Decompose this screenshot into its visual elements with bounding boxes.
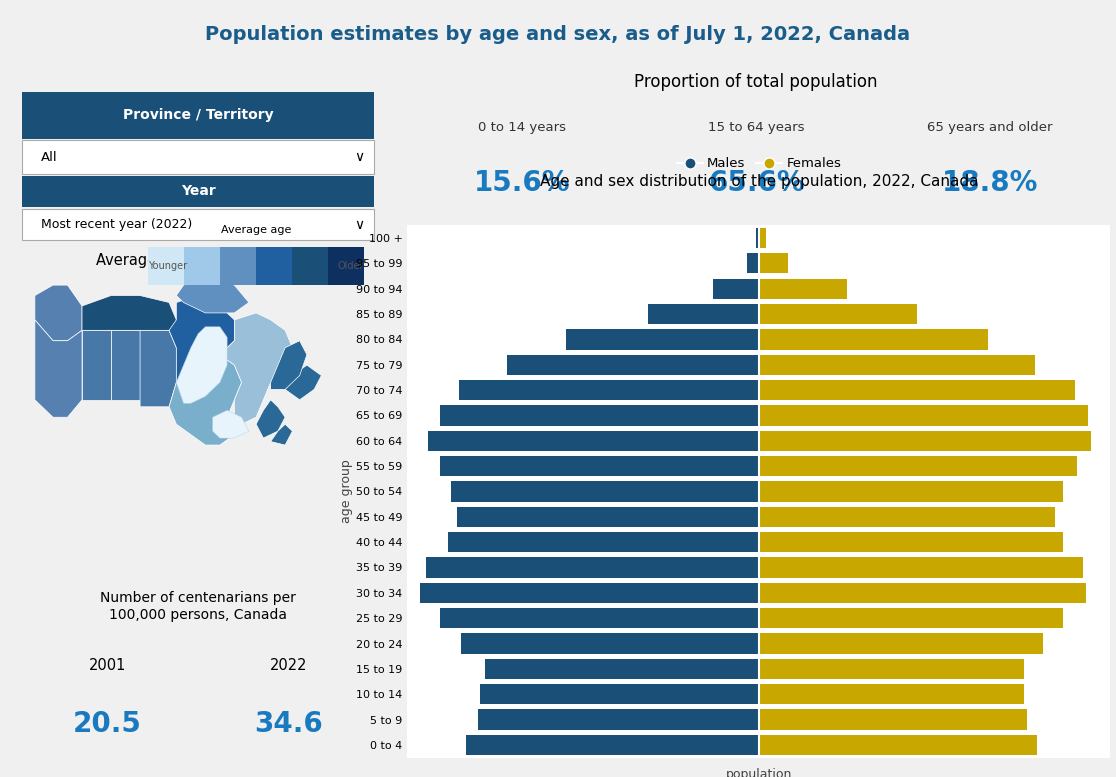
X-axis label: population: population bbox=[725, 768, 792, 777]
Text: 34.6: 34.6 bbox=[254, 710, 324, 738]
FancyBboxPatch shape bbox=[22, 209, 374, 240]
Bar bbox=[647, 304, 759, 324]
Bar bbox=[759, 329, 988, 350]
Text: Proportion of total population: Proportion of total population bbox=[634, 73, 878, 92]
Polygon shape bbox=[35, 320, 83, 417]
FancyBboxPatch shape bbox=[256, 247, 292, 285]
Text: Province / Territory: Province / Territory bbox=[123, 109, 273, 123]
FancyBboxPatch shape bbox=[147, 247, 184, 285]
Bar bbox=[759, 608, 1064, 629]
Bar bbox=[566, 329, 759, 350]
Bar bbox=[460, 380, 759, 400]
Bar bbox=[440, 456, 759, 476]
Text: 2001: 2001 bbox=[89, 658, 126, 673]
Bar bbox=[759, 583, 1086, 603]
Text: Year: Year bbox=[181, 184, 215, 198]
Polygon shape bbox=[271, 424, 292, 445]
Text: Average age: Average age bbox=[221, 225, 291, 235]
Bar bbox=[759, 304, 917, 324]
Bar bbox=[759, 228, 766, 248]
Polygon shape bbox=[170, 295, 234, 407]
Text: 18.8%: 18.8% bbox=[942, 169, 1038, 197]
Text: 65 years and older: 65 years and older bbox=[927, 121, 1052, 134]
FancyBboxPatch shape bbox=[184, 247, 220, 285]
Bar bbox=[481, 684, 759, 704]
Polygon shape bbox=[286, 365, 321, 400]
Bar bbox=[759, 709, 1028, 730]
Text: Younger: Younger bbox=[147, 261, 186, 271]
Bar bbox=[759, 354, 1035, 375]
FancyBboxPatch shape bbox=[22, 141, 374, 174]
Polygon shape bbox=[176, 327, 228, 403]
FancyBboxPatch shape bbox=[22, 92, 374, 139]
Bar bbox=[425, 557, 759, 577]
Bar bbox=[466, 735, 759, 755]
Polygon shape bbox=[176, 278, 249, 313]
Polygon shape bbox=[220, 313, 292, 424]
Polygon shape bbox=[271, 341, 307, 389]
Polygon shape bbox=[83, 295, 176, 330]
Text: ∨: ∨ bbox=[354, 218, 364, 232]
Text: Most recent year (2022): Most recent year (2022) bbox=[41, 218, 192, 231]
Text: 0 to 14 years: 0 to 14 years bbox=[479, 121, 566, 134]
Bar bbox=[484, 659, 759, 679]
Polygon shape bbox=[141, 330, 176, 407]
Bar bbox=[478, 709, 759, 730]
Text: 2022: 2022 bbox=[270, 658, 308, 673]
Bar bbox=[759, 253, 788, 274]
Bar bbox=[759, 430, 1091, 451]
FancyBboxPatch shape bbox=[328, 247, 365, 285]
Bar bbox=[759, 481, 1064, 502]
Bar bbox=[759, 633, 1043, 653]
Text: 15.6%: 15.6% bbox=[474, 169, 570, 197]
FancyBboxPatch shape bbox=[292, 247, 328, 285]
Bar bbox=[713, 278, 759, 299]
Bar bbox=[420, 583, 759, 603]
Text: Population estimates by age and sex, as of July 1, 2022, Canada: Population estimates by age and sex, as … bbox=[205, 26, 911, 44]
Text: 20.5: 20.5 bbox=[73, 710, 142, 738]
Text: All: All bbox=[41, 151, 58, 164]
Bar bbox=[759, 659, 1023, 679]
Bar bbox=[759, 735, 1037, 755]
Bar bbox=[440, 406, 759, 426]
Bar bbox=[456, 507, 759, 527]
Title: Age and sex distribution of the population, 2022, Canada: Age and sex distribution of the populati… bbox=[540, 175, 978, 190]
Bar bbox=[440, 608, 759, 629]
Bar bbox=[759, 532, 1064, 552]
Polygon shape bbox=[170, 354, 242, 445]
Bar bbox=[507, 354, 759, 375]
FancyBboxPatch shape bbox=[220, 247, 256, 285]
Bar bbox=[759, 557, 1083, 577]
Text: 65.6%: 65.6% bbox=[708, 169, 805, 197]
Polygon shape bbox=[213, 410, 249, 438]
Polygon shape bbox=[83, 330, 112, 400]
Text: Number of centenarians per
100,000 persons, Canada: Number of centenarians per 100,000 perso… bbox=[100, 591, 296, 622]
Text: ∨: ∨ bbox=[354, 150, 364, 164]
Polygon shape bbox=[35, 285, 83, 341]
Bar bbox=[449, 532, 759, 552]
Bar bbox=[759, 507, 1055, 527]
Polygon shape bbox=[112, 330, 141, 400]
Text: 15 to 64 years: 15 to 64 years bbox=[708, 121, 805, 134]
Bar bbox=[759, 278, 847, 299]
Bar bbox=[757, 228, 759, 248]
Bar bbox=[747, 253, 759, 274]
Y-axis label: age group: age group bbox=[340, 459, 353, 524]
Polygon shape bbox=[257, 400, 286, 438]
Bar bbox=[759, 406, 1088, 426]
Text: Older: Older bbox=[338, 261, 365, 271]
Text: Average age, 2022, Canada: Average age, 2022, Canada bbox=[96, 253, 300, 268]
Legend: Males, Females: Males, Females bbox=[672, 152, 846, 176]
Bar bbox=[461, 633, 759, 653]
Bar bbox=[759, 684, 1023, 704]
FancyBboxPatch shape bbox=[22, 176, 374, 207]
Bar bbox=[759, 456, 1077, 476]
Bar bbox=[429, 430, 759, 451]
Bar bbox=[759, 380, 1076, 400]
Bar bbox=[451, 481, 759, 502]
